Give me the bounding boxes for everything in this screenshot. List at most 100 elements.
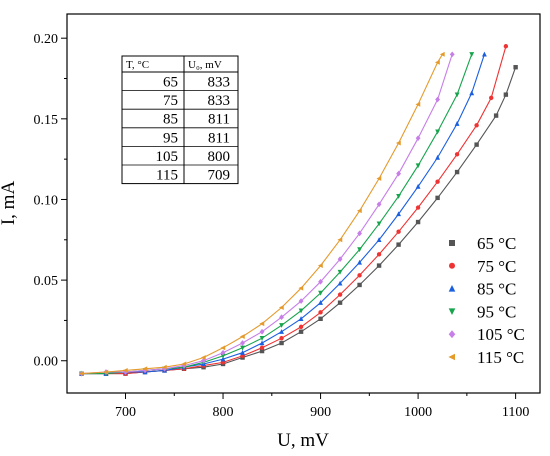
legend: 65 °C 75 °C 85 °C 95 °C 105 °C 115 °C (448, 234, 525, 367)
series-5-point (220, 349, 226, 356)
legend-marker (448, 330, 456, 339)
series-4-point (240, 345, 245, 351)
series-3-point (415, 183, 421, 189)
series-5-point (240, 340, 245, 346)
series-5-point (162, 365, 167, 372)
series-5-point (357, 230, 362, 237)
series-4-point (376, 221, 382, 227)
series-1-point (298, 329, 304, 334)
series-3-point (469, 90, 475, 96)
series-1-point (474, 142, 479, 147)
series-5-point (142, 367, 148, 374)
series-1-point (337, 300, 343, 305)
series-2-point (474, 123, 479, 128)
legend-marker (448, 308, 456, 315)
series-6-point (142, 366, 148, 372)
table-cell-temperature: 115 (156, 168, 178, 184)
legend-item: 85 °C (448, 280, 516, 299)
series-5-point (415, 135, 421, 142)
series-6-fit-line (81, 54, 443, 375)
series-3-point (376, 237, 382, 242)
series-3-point (435, 154, 441, 160)
series-4-point (415, 163, 421, 169)
table-frame (121, 55, 239, 185)
table-cell-temperature: 85 (163, 112, 178, 128)
series-6-point (161, 364, 167, 370)
table-cell-voltage: 811 (208, 130, 230, 146)
series-1-point (435, 195, 440, 201)
series-5-point (449, 51, 455, 58)
series-6-point (376, 176, 382, 181)
series-3-point (240, 350, 245, 355)
series-6-point (298, 285, 304, 291)
series-5-point (123, 369, 128, 375)
y-tick-label: 0.05 (34, 274, 59, 289)
ticks-layer: 700 800 900 1000 1100 0.00 0.05 0.10 0.15 0.20 (34, 32, 530, 420)
x-tick-label: 1000 (404, 405, 432, 420)
y-axis-label: I, mA (0, 181, 19, 226)
series-3-fit-line (81, 54, 485, 375)
series-3-point (220, 356, 226, 362)
series-6-point (439, 51, 445, 57)
series-2-point (337, 292, 343, 297)
series-1-point (279, 340, 284, 346)
table-cell-voltage: 709 (208, 168, 231, 184)
series-2-point (298, 324, 304, 330)
legend-marker (449, 262, 455, 269)
marks-layer (78, 44, 518, 377)
series-4-point (435, 129, 441, 135)
table-cell-temperature: 65 (163, 75, 178, 91)
series-6-point (395, 140, 401, 146)
legend-item: 75 °C (449, 257, 516, 276)
series-1-point (396, 242, 401, 247)
table-cell-voltage: 833 (208, 93, 231, 109)
legend-item: 65 °C (449, 234, 516, 253)
table-cell-voltage: 833 (208, 75, 231, 91)
series-6 (78, 51, 445, 377)
series-6-point (122, 368, 128, 373)
legend-label: 95 °C (477, 302, 516, 321)
series-3-point (318, 300, 323, 305)
x-axis-label: U, mV (277, 430, 329, 451)
series-6-point (220, 345, 226, 351)
series-2-point (396, 229, 401, 234)
series-5-point (201, 357, 206, 364)
legend-marker (449, 240, 455, 246)
legend-label: 105 °C (477, 325, 525, 344)
series-6-point (434, 59, 440, 65)
table-cell-temperature: 75 (163, 93, 178, 109)
parameter-table: T, °C U₀, mV 65 833 75 833 85 811 95 811 105 800 115… (121, 55, 239, 185)
legend-item: 105 °C (448, 325, 525, 344)
series-5-point (279, 314, 284, 321)
series-3-point (337, 280, 343, 286)
series-1-point (415, 219, 421, 225)
series-5-point (318, 278, 323, 285)
series-1-point (376, 263, 382, 268)
series-5-point (396, 170, 402, 177)
series-2-point (489, 95, 494, 101)
series-2-point (318, 310, 323, 315)
series-4-point (469, 52, 475, 57)
table-cell-voltage: 811 (208, 112, 230, 128)
series-6-point (239, 334, 245, 339)
series-3-point (298, 316, 304, 322)
y-tick-label: 0.00 (34, 355, 59, 370)
series-3-point (279, 329, 284, 334)
series-2-point (279, 335, 284, 341)
series-2-point (357, 273, 362, 278)
legend-label: 85 °C (477, 280, 516, 299)
series-4-point (337, 269, 343, 275)
legend-label: 75 °C (477, 257, 516, 276)
series-4-point (318, 290, 323, 296)
series-6-point (181, 361, 187, 367)
series-3-point (259, 340, 265, 346)
series-6-point (317, 263, 323, 269)
series-5-point (181, 362, 187, 369)
series-1-point (503, 92, 509, 97)
series-5-point (435, 96, 441, 103)
series-5-point (376, 201, 382, 208)
series-3-point (396, 211, 402, 217)
series-6-point (415, 101, 421, 107)
series-4-point (220, 353, 226, 359)
table-cell-temperature: 105 (156, 149, 179, 165)
